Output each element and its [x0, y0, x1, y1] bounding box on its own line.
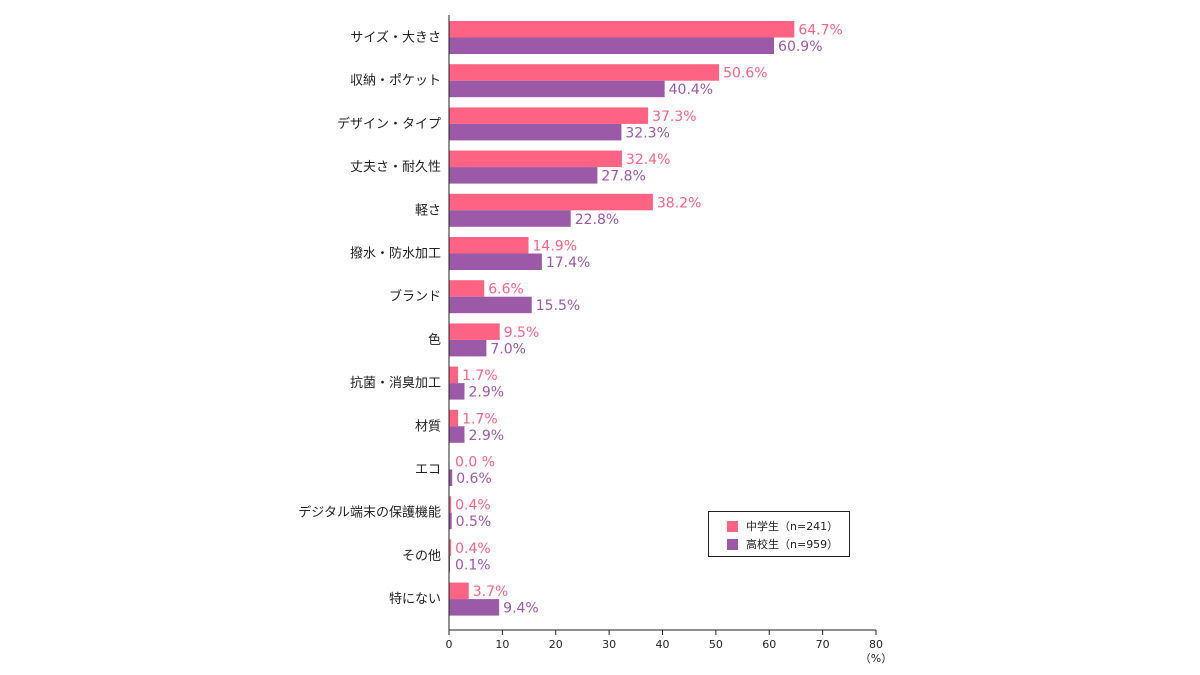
legend: 中学生（n=241） 高校生（n=959）	[708, 511, 850, 557]
bar	[449, 167, 598, 184]
bar	[449, 366, 459, 384]
category-label: 特にない	[389, 592, 441, 607]
bar	[449, 80, 665, 98]
value-label: 37.3%	[652, 109, 696, 125]
bar	[449, 37, 775, 54]
category-label: デジタル端末の保護機能	[298, 505, 441, 521]
value-label: 0.4%	[455, 541, 491, 557]
category-label: 抗菌・消臭加工	[350, 376, 441, 391]
legend-label-junior-high: 中学生（n=241）	[746, 520, 839, 533]
x-tick-label: 80	[869, 638, 883, 651]
x-tick-label: 40	[656, 638, 670, 651]
value-label: 2.9%	[468, 428, 504, 444]
legend-swatch-high-school	[727, 538, 738, 550]
category-label: 収納・ポケット	[350, 74, 441, 89]
x-ticks-group: 0 10 20 30 40 50 60 70 80	[446, 630, 883, 651]
bar	[449, 193, 653, 211]
category-label: その他	[402, 549, 441, 564]
value-label: 1.7%	[462, 368, 498, 384]
value-label: 0.5%	[456, 514, 492, 530]
bar	[449, 409, 459, 427]
value-label: 22.8%	[575, 212, 619, 228]
value-label: 3.7%	[473, 584, 509, 600]
value-labels-group: 64.7%60.9% 50.6% 40.4% 37.3%32.3% 32.4%27.8%…	[455, 23, 843, 617]
category-label: 撥水・防水加工	[350, 246, 441, 262]
x-tick-label: 20	[549, 638, 563, 651]
value-label: 1.7%	[462, 411, 498, 427]
bar	[449, 150, 622, 168]
bar	[449, 339, 487, 357]
bar	[449, 123, 622, 141]
category-label: 色	[428, 332, 441, 348]
category-label: 丈夫さ・耐久性	[350, 160, 441, 175]
bar	[449, 469, 453, 486]
x-unit-label: （%）	[860, 652, 892, 665]
category-label: デザイン・タイプ	[337, 116, 441, 132]
bar	[449, 64, 720, 81]
bar	[449, 296, 532, 314]
category-labels-group: サイズ・大きさ収納・ポケットデザイン・タイプ丈夫さ・耐久性軽さ撥水・防水加工ブラ…	[298, 30, 441, 608]
value-label: 0.0 %	[455, 455, 495, 471]
bar	[449, 383, 465, 400]
value-label: 64.7%	[798, 23, 842, 39]
value-label: 0.1%	[455, 557, 491, 573]
category-label: ブランド	[389, 289, 441, 305]
legend-item-junior-high: 中学生（n=241）	[727, 518, 838, 534]
value-label: 9.4%	[503, 601, 539, 617]
category-label: 材質	[415, 419, 441, 434]
value-label: 17.4%	[546, 255, 590, 271]
x-tick-label: 30	[602, 638, 616, 651]
value-label: 38.2%	[657, 195, 701, 211]
bar	[449, 599, 500, 616]
value-label: 2.9%	[468, 385, 504, 401]
category-label: エコ	[415, 463, 441, 478]
bars-group	[449, 21, 795, 616]
value-label: 27.8%	[601, 169, 645, 185]
bar	[449, 512, 452, 530]
legend-item-high-school: 高校生（n=959）	[727, 536, 838, 552]
value-label: 60.9%	[778, 39, 822, 55]
value-label: 0.6%	[456, 471, 492, 487]
value-label: 50.6%	[723, 66, 767, 82]
x-tick-label: 50	[709, 638, 723, 651]
value-label: 6.6%	[488, 282, 524, 298]
bar	[449, 253, 542, 270]
x-tick-label: 0	[446, 638, 453, 651]
bar	[449, 496, 452, 513]
value-label: 32.4%	[626, 152, 670, 168]
bar	[449, 280, 485, 297]
legend-label-high-school: 高校生（n=959）	[746, 538, 839, 551]
value-label: 9.5%	[504, 325, 540, 341]
bar	[449, 539, 452, 556]
x-tick-label: 60	[762, 638, 776, 651]
value-label: 15.5%	[536, 298, 580, 314]
legend-swatch-junior-high	[727, 520, 738, 532]
bar	[449, 323, 500, 340]
bar	[449, 582, 469, 600]
bar	[449, 426, 465, 443]
bar	[449, 107, 649, 124]
value-label: 0.4%	[455, 498, 491, 514]
value-label: 32.3%	[625, 125, 669, 141]
category-label: 軽さ	[415, 203, 441, 218]
x-tick-label: 70	[816, 638, 830, 651]
value-label: 40.4%	[669, 82, 713, 98]
value-label: 7.0%	[490, 341, 526, 357]
bar	[449, 237, 529, 254]
bar	[449, 21, 795, 38]
category-label: サイズ・大きさ	[350, 30, 441, 46]
x-tick-label: 10	[495, 638, 509, 651]
bar	[449, 210, 571, 227]
value-label: 14.9%	[533, 239, 577, 255]
